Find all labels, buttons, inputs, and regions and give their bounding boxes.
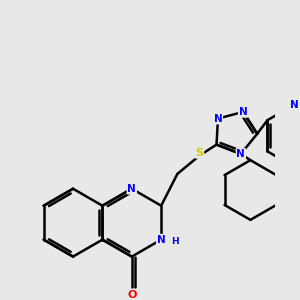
Text: N: N	[214, 114, 222, 124]
Text: N: N	[128, 184, 136, 194]
Text: O: O	[127, 290, 136, 300]
Text: S: S	[195, 148, 203, 158]
Text: H: H	[171, 237, 178, 246]
Text: N: N	[239, 107, 248, 117]
Text: N: N	[290, 100, 299, 110]
Text: N: N	[236, 149, 245, 159]
Text: N: N	[157, 235, 166, 244]
